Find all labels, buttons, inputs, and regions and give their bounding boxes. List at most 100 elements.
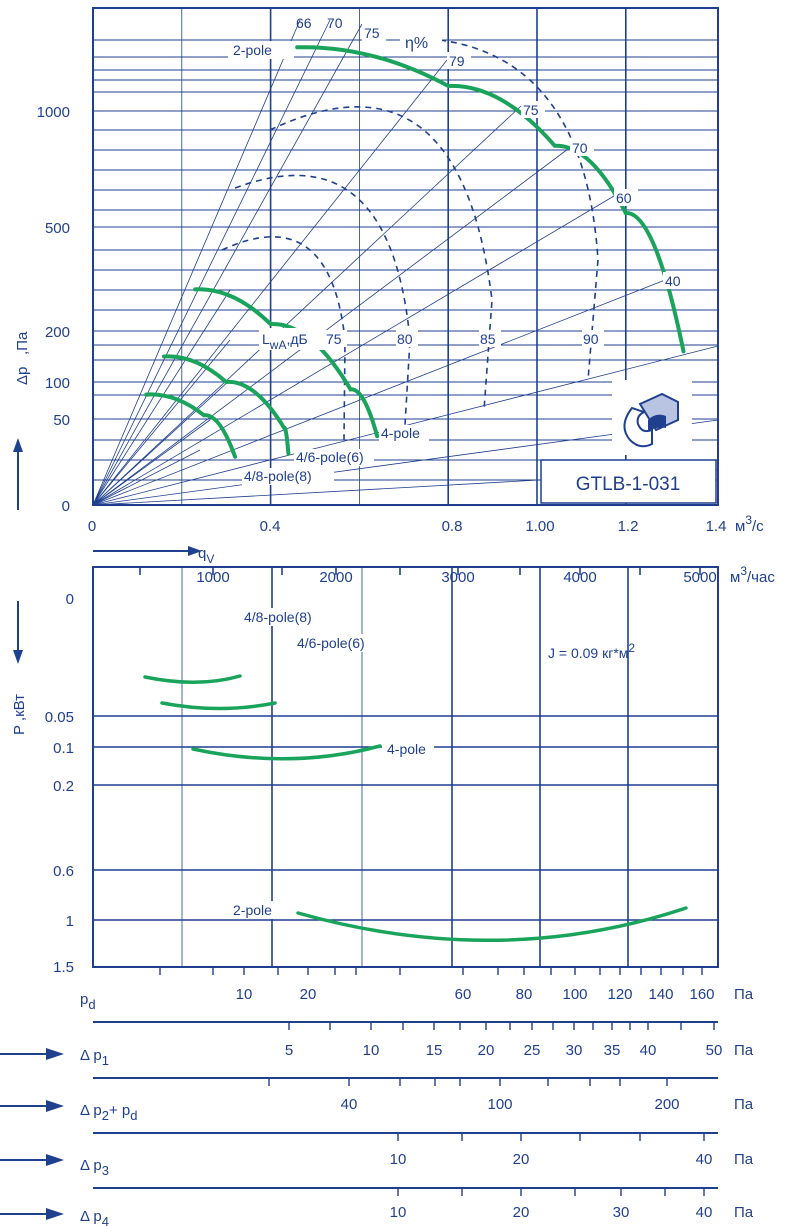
scale-tick-label: 10: [390, 1151, 407, 1168]
label-bg: [379, 425, 429, 442]
power-y-tick-label: 0.05: [45, 709, 74, 726]
curve-4-pole: [193, 287, 380, 439]
label-bg: [396, 330, 418, 347]
model-box: [540, 459, 717, 504]
scale-tick-label: 10: [390, 1204, 407, 1221]
x-unit-label: м3/с: [735, 513, 764, 535]
y-tick-label: 100: [45, 375, 70, 392]
ray-line: [92, 195, 615, 506]
label-bg: [259, 328, 325, 350]
scale-arrowhead: [46, 1208, 64, 1220]
label-bg: [521, 101, 545, 118]
scale-tick-label: 100: [562, 986, 587, 1003]
top-x-tick-label: 5000: [683, 569, 716, 586]
label-bg: [240, 608, 330, 626]
curve-4-6-pole-6-: [162, 354, 291, 456]
scale-arrowhead: [46, 1048, 64, 1060]
top-x-tick-label: 3000: [441, 569, 474, 586]
sound-power-label: LwA,дБ: [262, 331, 308, 352]
sound-level-label: 90: [583, 331, 599, 347]
scale-label-pd: pd: [80, 991, 96, 1012]
label-bg: [382, 740, 434, 758]
efficiency-label: 60: [616, 190, 632, 206]
scale-tick-label: 120: [607, 986, 632, 1003]
top-x-unit-label: м3/час: [730, 564, 775, 586]
scale-arrowhead: [46, 1100, 64, 1112]
scale-tick-label: 10: [363, 1042, 380, 1059]
ray-line: [92, 105, 522, 506]
scale-tick-label: 80: [516, 986, 533, 1003]
power-y-tick-label: 1.5: [53, 959, 74, 976]
label-bg: [325, 330, 347, 347]
label-bg: [400, 30, 442, 52]
ray-line: [92, 23, 363, 506]
curve-label-4-8-pole: 4/8-pole(8): [244, 468, 312, 484]
model-name: GTLB-1-031: [576, 474, 681, 495]
scale-tick-label: 10: [236, 986, 253, 1003]
efficiency-axis-label: η%: [405, 35, 428, 52]
label-bg: [230, 901, 294, 919]
y-tick-label: 1000: [37, 104, 70, 121]
scale-label-dp4: Δ p4: [80, 1208, 109, 1226]
curve-2-pole: [295, 45, 686, 354]
pressure-scales: pd 10 20 60 80 100 120 140 160 Па Δ p1 5…: [0, 966, 754, 1226]
curve-label-4-pole: 4-pole: [381, 425, 420, 441]
scale-tick-label: 20: [513, 1204, 530, 1221]
x-tick-label: 1.00: [525, 518, 554, 535]
scale-tick-label: 15: [426, 1042, 443, 1059]
y-tick-label: 50: [53, 412, 70, 429]
power-chart: 1000 2000 3000 4000 5000 м3/час 0 0.05 0…: [11, 564, 775, 976]
ray-line: [92, 59, 448, 506]
scale-ticks: [159, 967, 715, 1196]
scale-tick-label: 25: [524, 1042, 541, 1059]
scale-arrowhead: [46, 1154, 64, 1166]
x-axis-label: qV: [198, 545, 214, 566]
scale-tick-label: 140: [648, 986, 673, 1003]
label-bg: [570, 139, 594, 156]
label-bg: [362, 24, 386, 41]
ray-line: [92, 419, 211, 506]
efficiency-label: 79: [449, 53, 465, 69]
sound-level-label: 75: [364, 25, 380, 41]
bottom-grid: [93, 567, 718, 967]
y-tick-label: 200: [45, 324, 70, 341]
scale-tick-label: 200: [654, 1096, 679, 1113]
curve-label-2-pole: 2-pole: [233, 42, 272, 58]
label-bg: [294, 449, 374, 466]
top-x-tick-label: 2000: [319, 569, 352, 586]
label-bg: [242, 468, 334, 485]
top-x-tick-label: 4000: [563, 569, 596, 586]
ray-line: [92, 279, 666, 506]
ray-line: [92, 145, 573, 506]
sound-arc: [439, 39, 599, 381]
svg-text:,Па: ,Па: [14, 331, 31, 355]
power-label-4-8-pole: 4/8-pole(8): [244, 609, 312, 625]
scale-unit: Па: [734, 1096, 754, 1113]
efficiency-label: 70: [572, 140, 588, 156]
power-label-4-6-pole: 4/6-pole(6): [297, 635, 365, 651]
pressure-flow-chart: 1000 500 200 100 50 0 0 0.4 0.8 1.00 1.2…: [13, 7, 764, 566]
scale-label-dp2: Δ p2+ pd: [80, 1102, 137, 1123]
sound-level-label: 66: [296, 15, 312, 31]
x-axis-arrowhead: [188, 546, 202, 556]
scale-tick-label: 30: [613, 1204, 630, 1221]
x-tick-label: 0.8: [442, 518, 463, 535]
efficiency-label: 75: [523, 102, 539, 118]
power-axis-label: P ,кВт: [11, 694, 28, 735]
x-tick-label: 1.4: [706, 518, 727, 535]
sound-arc: [269, 106, 493, 411]
x-tick-label: 1.2: [618, 518, 639, 535]
scale-tick-label: 40: [341, 1096, 358, 1113]
fan-icon: [612, 380, 692, 455]
power-y-tick-label: 1: [66, 913, 74, 930]
scale-arrows: [0, 1048, 64, 1220]
power-y-tick-label: 0.6: [53, 863, 74, 880]
scale-tick-label: 35: [604, 1042, 621, 1059]
scale-label-dp3: Δ p3: [80, 1157, 109, 1178]
power-y-tick-label: 0: [66, 591, 74, 608]
sound-level-label: 80: [397, 331, 413, 347]
scale-tick-label: 30: [566, 1042, 583, 1059]
scale-tick-label: 5: [285, 1042, 293, 1059]
scale-unit: Па: [734, 1204, 754, 1221]
